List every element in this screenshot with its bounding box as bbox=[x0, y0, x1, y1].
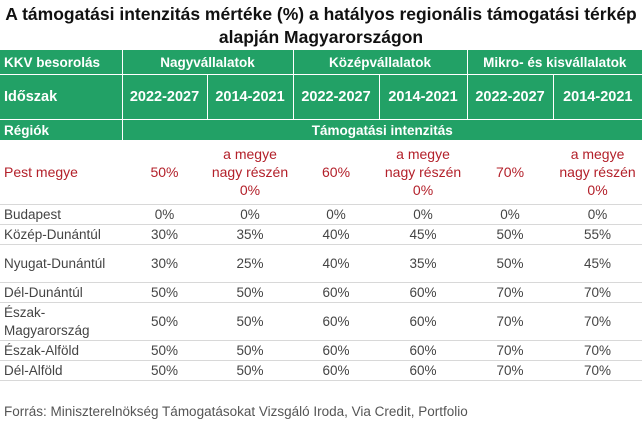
period-cell: 2014-2021 bbox=[378, 74, 468, 120]
table-cell: 70% bbox=[467, 360, 554, 381]
group-medium-enterprises: Középvállalatok bbox=[292, 50, 468, 75]
table-cell: 70% bbox=[467, 140, 554, 205]
header-row-period: Időszak 2022-2027 2014-2021 2022-2027 20… bbox=[0, 74, 642, 120]
region-name: Dél-Dunántúl bbox=[0, 282, 122, 303]
region-name: Budapest bbox=[0, 204, 122, 225]
table-cell: 50% bbox=[207, 340, 294, 361]
table-row: Észak-Magyarország 50% 50% 60% 60% 70% 7… bbox=[0, 302, 642, 341]
table-cell: 70% bbox=[553, 282, 642, 303]
table-cell: 40% bbox=[293, 244, 380, 283]
period-cell: 2014-2021 bbox=[552, 74, 642, 120]
table-cell: 70% bbox=[553, 360, 642, 381]
table-cell: 60% bbox=[293, 340, 380, 361]
table-cell: 0% bbox=[293, 204, 380, 225]
table-cell: 0% bbox=[122, 204, 207, 225]
table-cell: 50% bbox=[122, 302, 207, 341]
table-cell: 70% bbox=[553, 340, 642, 361]
header-row-regions: Régiók Támogatási intenzitás bbox=[0, 119, 642, 140]
table-cell: a megye nagy részén 0% bbox=[553, 140, 642, 205]
table-cell: 30% bbox=[122, 224, 207, 245]
table-cell: 70% bbox=[553, 302, 642, 341]
table-cell: 30% bbox=[122, 244, 207, 283]
table-cell: 60% bbox=[379, 360, 468, 381]
table-row: Dél-Alföld 50% 50% 60% 60% 70% 70% bbox=[0, 360, 642, 381]
table-row: Nyugat-Dunántúl 30% 25% 40% 35% 50% 45% bbox=[0, 244, 642, 283]
period-cell: 2022-2027 bbox=[292, 74, 380, 120]
table-row: Pest megye 50% a megye nagy részén 0% 60… bbox=[0, 140, 642, 205]
regions-label: Régiók bbox=[0, 119, 122, 140]
table-cell: 50% bbox=[207, 282, 294, 303]
kkv-label: KKV besorolás bbox=[0, 50, 122, 75]
table-cell: 50% bbox=[122, 140, 207, 205]
table-row: Budapest 0% 0% 0% 0% 0% 0% bbox=[0, 204, 642, 225]
table-cell: 50% bbox=[122, 340, 207, 361]
table-cell: 60% bbox=[379, 282, 468, 303]
period-cell: 2022-2027 bbox=[121, 74, 207, 120]
table-cell: a megye nagy részén 0% bbox=[379, 140, 468, 205]
table-cell: 70% bbox=[467, 340, 554, 361]
table-cell: 50% bbox=[207, 360, 294, 381]
period-cell: 2014-2021 bbox=[206, 74, 294, 120]
region-name: Nyugat-Dunántúl bbox=[0, 244, 122, 283]
region-name: Dél-Alföld bbox=[0, 360, 122, 381]
table-cell: 45% bbox=[553, 244, 642, 283]
table-cell: 0% bbox=[553, 204, 642, 225]
table-cell: 70% bbox=[467, 302, 554, 341]
table-cell: 50% bbox=[122, 282, 207, 303]
source-note: Forrás: Miniszterelnökség Támogatásokat … bbox=[4, 404, 468, 419]
table-cell: 35% bbox=[379, 244, 468, 283]
group-large-enterprises: Nagyvállalatok bbox=[121, 50, 294, 75]
table-cell: 70% bbox=[467, 282, 554, 303]
table-cell: 0% bbox=[467, 204, 554, 225]
region-name: Észak-Magyarország bbox=[0, 302, 122, 341]
table-row: Észak-Alföld 50% 50% 60% 60% 70% 70% bbox=[0, 340, 642, 361]
table-cell: 55% bbox=[553, 224, 642, 245]
period-label: Időszak bbox=[0, 74, 122, 120]
table-cell: 45% bbox=[379, 224, 468, 245]
table-cell: 60% bbox=[293, 140, 380, 205]
table-row: Közép-Dunántúl 30% 35% 40% 45% 50% 55% bbox=[0, 224, 642, 245]
table-cell: 60% bbox=[379, 340, 468, 361]
table-cell: 60% bbox=[379, 302, 468, 341]
region-name: Közép-Dunántúl bbox=[0, 224, 122, 245]
period-cell: 2022-2027 bbox=[466, 74, 554, 120]
table-cell: 60% bbox=[293, 282, 380, 303]
table-cell: 60% bbox=[293, 360, 380, 381]
page-title: A támogatási intenzitás mértéke (%) a ha… bbox=[5, 4, 637, 47]
table-cell: 40% bbox=[293, 224, 380, 245]
table-cell: 0% bbox=[379, 204, 468, 225]
support-intensity-table: KKV besorolás Nagyvállalatok Középvállal… bbox=[0, 50, 642, 381]
table-cell: 50% bbox=[467, 224, 554, 245]
table-cell: 25% bbox=[207, 244, 294, 283]
intensity-label: Támogatási intenzitás bbox=[121, 119, 642, 140]
table-cell: 50% bbox=[122, 360, 207, 381]
table-cell: a megye nagy részén 0% bbox=[207, 140, 294, 205]
table-cell: 0% bbox=[207, 204, 294, 225]
table-cell: 35% bbox=[207, 224, 294, 245]
header-row-kkv: KKV besorolás Nagyvállalatok Középvállal… bbox=[0, 50, 642, 75]
table-cell: 50% bbox=[207, 302, 294, 341]
group-micro-small-enterprises: Mikro- és kisvállalatok bbox=[466, 50, 642, 75]
table-cell: 60% bbox=[293, 302, 380, 341]
table-cell: 50% bbox=[467, 244, 554, 283]
region-name: Észak-Alföld bbox=[0, 340, 122, 361]
table-row: Dél-Dunántúl 50% 50% 60% 60% 70% 70% bbox=[0, 282, 642, 303]
region-name: Pest megye bbox=[0, 140, 122, 205]
